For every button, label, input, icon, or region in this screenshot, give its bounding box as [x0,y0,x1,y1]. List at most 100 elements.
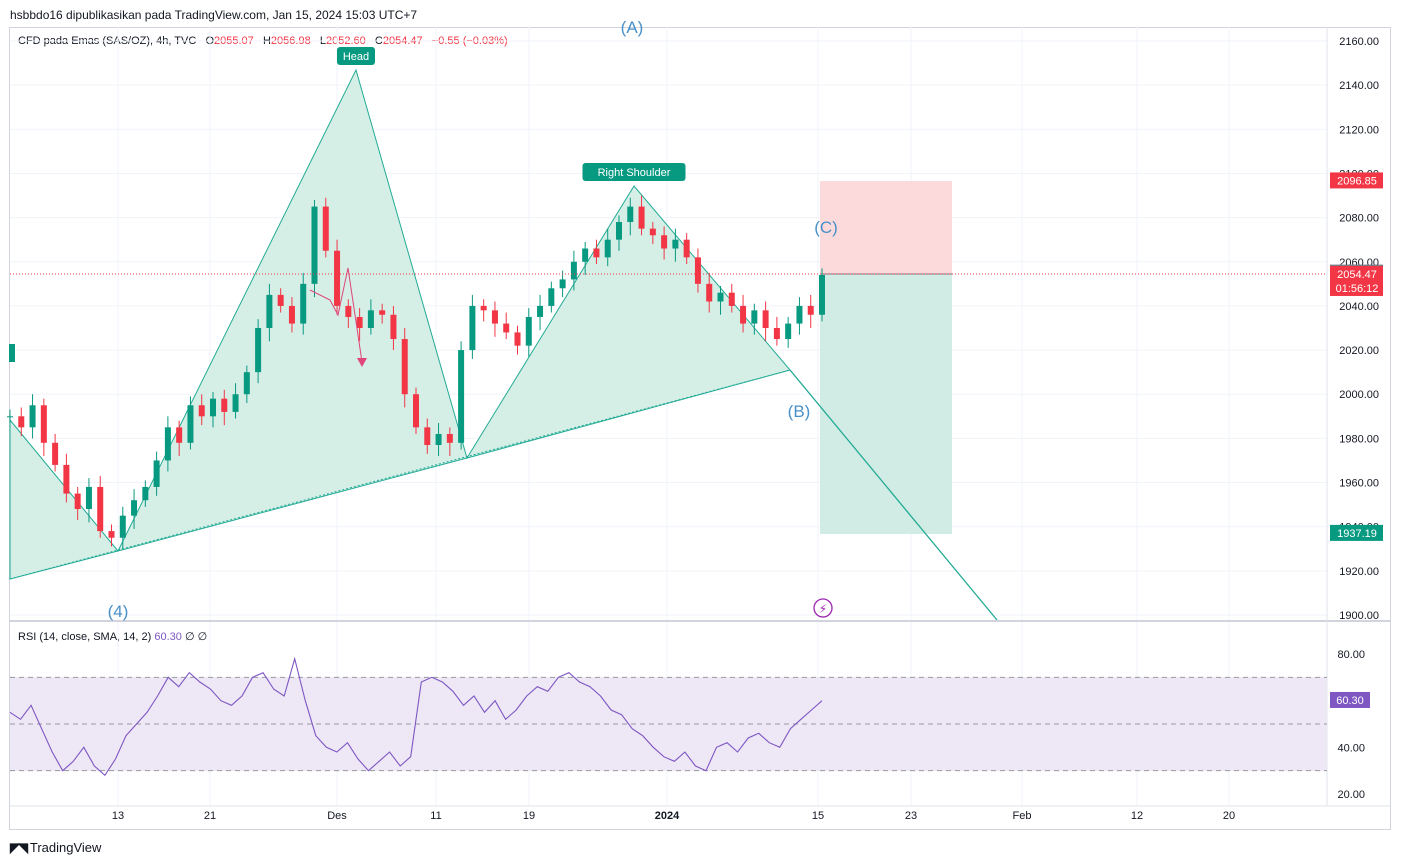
rsi-tick-label: 20.00 [1337,789,1365,801]
price-tick-label: 2040.00 [1339,301,1379,313]
candle-body [108,531,115,538]
candle-body [773,328,780,340]
candle-body [570,261,577,280]
head-label: Head [343,51,369,63]
candle-body [288,305,295,324]
tv-logo-text: TradingView [29,840,102,855]
rsi-value-tag[interactable] [1330,691,1370,708]
tv-logo-icon: ◤◥ [10,840,28,855]
wave-a-label[interactable]: (A) [621,18,644,37]
candle-body [649,228,656,236]
candle-body [142,486,149,501]
time-tick-label: Des [327,810,347,822]
time-tick-label: 23 [905,810,917,822]
neckline [9,369,791,580]
rsi-tick-label: 80.00 [1337,649,1365,661]
stop-price-tag[interactable] [1330,172,1383,189]
countdown-text: 01:56:12 [1336,283,1379,295]
right-shoulder-label-box[interactable] [582,163,686,181]
time-tick-label: 20 [1223,810,1235,822]
candle-body [458,350,465,443]
candle-body [491,310,498,324]
price-tick-label: 1960.00 [1339,478,1379,490]
candle-body [661,235,668,249]
time-tick-label: 15 [812,810,824,822]
projection-line [789,369,998,621]
candle-body [334,250,341,306]
target-price-tag-text: 1937.19 [1337,528,1377,540]
rsi-value: 60.30 [154,631,182,643]
candle-body [424,427,431,446]
stop-loss-zone[interactable] [820,181,952,274]
price-tick-label: 1920.00 [1339,566,1379,578]
lightning-icon[interactable] [813,598,833,618]
price-tick-label: 1900.00 [1339,610,1379,622]
candle-body [480,305,487,311]
candle-body [683,239,690,258]
candle-body [187,405,194,443]
take-profit-zone[interactable] [820,274,952,534]
target-price-tag[interactable] [1330,524,1383,541]
candle-body [7,416,13,418]
candle-body [97,486,104,532]
time-tick-label: Feb [1013,810,1032,822]
candle-body [413,394,419,428]
time-tick-label: 19 [523,810,535,822]
right-shoulder-triangle [465,185,791,459]
candle-body [74,493,81,510]
price-tick-label: 2020.00 [1339,345,1379,357]
candle-body [322,206,329,251]
wave-b-label[interactable]: (B) [788,402,811,421]
tradingview-logo[interactable]: ◤◥ TradingView [10,839,101,856]
time-tick-label: 13 [112,810,124,822]
candle-body [277,294,284,306]
candle-body [210,398,216,417]
candles-group [7,195,825,549]
last-price-tag[interactable] [1330,265,1383,296]
time-tick-label: 21 [204,810,216,822]
candle-body [503,323,510,333]
candle-body [356,316,363,328]
price-tick-label: 2000.00 [1339,389,1379,401]
price-tick-label: 2080.00 [1339,213,1379,225]
candle-body [300,283,307,324]
wave-4-label[interactable]: (4) [108,602,129,621]
price-tick-label: 2120.00 [1339,124,1379,136]
candle-body [728,292,735,306]
candle-body [52,442,59,465]
lightning-glyph: ⚡ [819,602,827,616]
candle-body [638,206,645,229]
candle-body [176,427,183,443]
right-shoulder-label: Right Shoulder [598,167,671,179]
candle-body [131,500,138,516]
candle-body [153,460,160,487]
drawn-arrow-head [357,358,367,367]
candle-body [243,372,250,395]
head-label-box[interactable] [337,47,375,65]
candle-body [717,292,724,302]
stop-price-tag-text: 2096.85 [1337,175,1377,187]
price-tick-label: 2140.00 [1339,80,1379,92]
candle-body [514,332,521,346]
candle-body [345,305,352,317]
candle-body [390,314,397,340]
candle-body [796,305,803,324]
candle-body [119,515,126,538]
candle-body [593,248,600,258]
wave-c-label[interactable]: (C) [814,218,838,237]
rsi-extra: ∅ ∅ [184,631,208,643]
last-price-text: 2054.47 [1337,269,1377,281]
candle-body [40,405,47,443]
candle-body [819,275,825,315]
rsi-line [9,656,823,777]
candle-body [164,427,171,461]
candle-body [740,305,747,324]
candle-body [672,239,679,249]
candle-body [18,416,25,428]
time-tick-label: 2024 [655,810,680,822]
candle-body [266,294,273,328]
candle-body [604,239,611,258]
rsi-value-tag-text: 60.30 [1336,695,1364,707]
candle-body [582,248,589,262]
